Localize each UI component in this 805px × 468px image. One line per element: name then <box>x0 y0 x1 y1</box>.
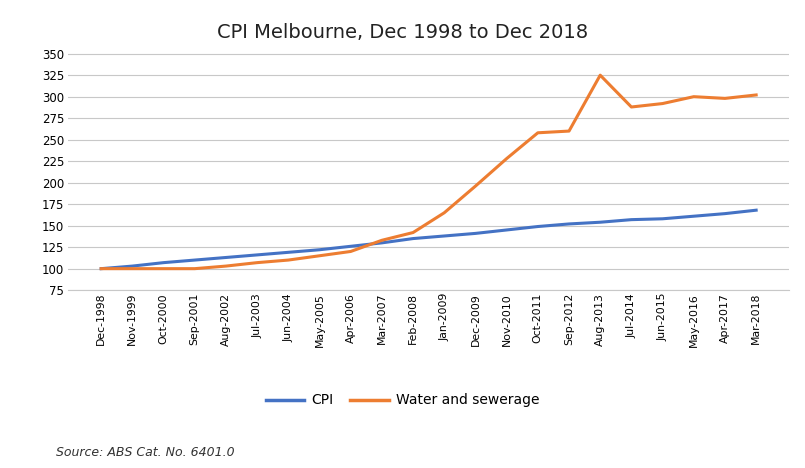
Water and sewerage <box>221 263 231 269</box>
CPI <box>720 211 730 216</box>
Water and sewerage <box>283 257 293 263</box>
CPI <box>346 243 356 249</box>
Water and sewerage <box>689 94 699 100</box>
CPI <box>283 249 293 255</box>
CPI <box>127 263 137 269</box>
CPI <box>159 260 168 265</box>
Water and sewerage <box>408 230 418 235</box>
Water and sewerage <box>315 253 324 259</box>
Water and sewerage <box>471 183 481 189</box>
Water and sewerage <box>346 249 356 254</box>
Water and sewerage <box>564 128 574 134</box>
Water and sewerage <box>596 73 605 78</box>
Water and sewerage <box>190 266 200 271</box>
Water and sewerage <box>252 260 262 265</box>
CPI <box>533 224 543 229</box>
Water and sewerage <box>377 237 386 243</box>
CPI <box>440 233 449 239</box>
Water and sewerage <box>159 266 168 271</box>
CPI <box>751 207 761 213</box>
Text: Source: ABS Cat. No. 6401.0: Source: ABS Cat. No. 6401.0 <box>56 446 235 459</box>
Water and sewerage <box>440 210 449 216</box>
Legend: CPI, Water and sewerage: CPI, Water and sewerage <box>266 393 539 407</box>
Water and sewerage <box>502 156 511 161</box>
Water and sewerage <box>720 95 730 101</box>
CPI <box>471 231 481 236</box>
Water and sewerage <box>127 266 137 271</box>
Water and sewerage <box>658 101 667 106</box>
CPI <box>626 217 636 222</box>
Text: CPI Melbourne, Dec 1998 to Dec 2018: CPI Melbourne, Dec 1998 to Dec 2018 <box>217 23 588 43</box>
CPI <box>252 252 262 258</box>
CPI <box>221 255 231 260</box>
CPI <box>190 257 200 263</box>
Water and sewerage <box>533 130 543 136</box>
CPI <box>596 219 605 225</box>
CPI <box>689 213 699 219</box>
CPI <box>658 216 667 221</box>
Water and sewerage <box>626 104 636 110</box>
CPI <box>564 221 574 227</box>
Water and sewerage <box>97 266 106 271</box>
Water and sewerage <box>751 92 761 98</box>
CPI <box>408 236 418 241</box>
CPI <box>97 266 106 271</box>
Line: Water and sewerage: Water and sewerage <box>101 75 756 269</box>
Line: CPI: CPI <box>101 210 756 269</box>
CPI <box>502 227 511 233</box>
CPI <box>377 240 386 246</box>
CPI <box>315 247 324 253</box>
